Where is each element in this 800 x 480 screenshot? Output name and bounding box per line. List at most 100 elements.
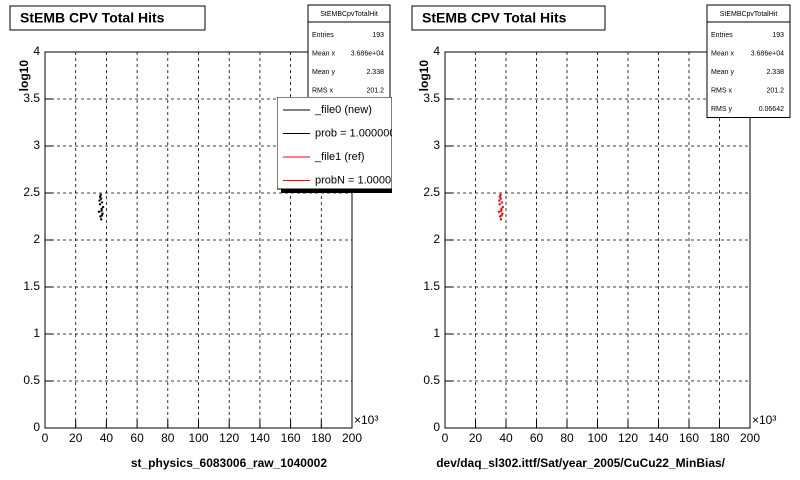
point xyxy=(99,197,103,200)
y-tick-label: 0.5 xyxy=(423,373,440,387)
stats-box xyxy=(307,4,391,100)
legend-label: _file0 (new) xyxy=(314,104,372,116)
x-tick-label: 40 xyxy=(100,431,114,445)
point xyxy=(101,205,105,209)
point xyxy=(100,209,103,213)
x-tick-label: 140 xyxy=(250,431,270,445)
x-tick-label: 20 xyxy=(69,431,83,445)
y-tick-label: 2 xyxy=(33,232,40,246)
stats-value: 0.06642 xyxy=(759,106,784,113)
stats-label: Mean x xyxy=(711,50,734,57)
x-tick-label: 80 xyxy=(560,431,574,445)
y-tick-label: 3 xyxy=(33,138,40,152)
x-axis-label: dev/daq_sl302.ittf/Sat/year_2005/CuCu22_… xyxy=(436,456,725,470)
stats-label: Entries xyxy=(711,32,733,39)
x-tick-label: 120 xyxy=(618,431,638,445)
stats-value: 2.338 xyxy=(366,69,384,76)
stats-value: 201.2 xyxy=(766,87,784,94)
y-tick-label: 1.5 xyxy=(23,279,40,293)
point xyxy=(100,207,103,211)
x-tick-label: 180 xyxy=(311,431,331,445)
x-tick-label: 200 xyxy=(342,431,362,445)
stats-label: Mean y xyxy=(711,69,734,76)
point xyxy=(499,193,502,197)
stats-value: 201.2 xyxy=(366,87,384,94)
y-tick-label: 0 xyxy=(33,420,40,434)
y-tick-label: 3.5 xyxy=(23,91,40,105)
stats-label: RMS x xyxy=(312,87,334,94)
y-tick-label: 1 xyxy=(33,326,40,340)
point xyxy=(500,201,504,204)
point xyxy=(498,199,501,202)
x-tick-label: 100 xyxy=(587,431,607,445)
x-tick-label: 160 xyxy=(281,431,301,445)
point xyxy=(100,214,103,217)
x-tick-label: 100 xyxy=(188,431,208,445)
title-box xyxy=(411,5,606,31)
point xyxy=(99,193,102,197)
title-box xyxy=(9,5,206,31)
legend-label: probN = 1.000000 xyxy=(315,174,403,186)
x-axis-label: st_physics_6083006_raw_1040002 xyxy=(131,456,327,470)
legend-label: _file1 (ref) xyxy=(314,151,365,163)
stats-value: 2.338 xyxy=(766,69,784,76)
y-tick-label: 3 xyxy=(433,138,440,152)
point xyxy=(99,218,103,221)
y-tick-label: 2.5 xyxy=(23,185,40,199)
stats-label: RMS y xyxy=(711,106,733,113)
chart-title: StEMB CPV Total Hits xyxy=(422,10,567,26)
stats-title: StEMBCpvTotalHit xyxy=(720,11,778,18)
chart-title: StEMB CPV Total Hits xyxy=(20,10,165,26)
point xyxy=(101,212,104,215)
stats-box xyxy=(706,4,791,118)
point xyxy=(499,197,503,200)
stats-label: Entries xyxy=(312,32,334,39)
y-tick-label: 0 xyxy=(433,420,440,434)
x-tick-label: 40 xyxy=(499,431,513,445)
legend-label: prob = 1.000000 xyxy=(315,127,395,139)
y-tick-label: 3.5 xyxy=(423,91,440,105)
y-tick-label: 4 xyxy=(433,44,440,58)
y-tick-label: 1.5 xyxy=(423,279,440,293)
point xyxy=(499,218,503,221)
y-tick-label: 4 xyxy=(33,44,40,58)
point xyxy=(501,205,504,209)
x-tick-label: 200 xyxy=(740,431,760,445)
legend: _file0 (new) prob = 1.000000 _file1 (ref) p… xyxy=(277,97,403,193)
stats-label: Mean x xyxy=(312,50,335,57)
y-tick-label: 2 xyxy=(433,232,440,246)
point xyxy=(97,210,101,213)
point xyxy=(100,201,104,204)
x-tick-label: 120 xyxy=(219,431,239,445)
x-tick-label: 140 xyxy=(648,431,668,445)
x-tick-label: 60 xyxy=(530,431,544,445)
x-tick-label: 80 xyxy=(161,431,175,445)
stats-value: 3.686e+04 xyxy=(351,50,384,57)
x-tick-label: 180 xyxy=(709,431,729,445)
point xyxy=(500,207,503,211)
point xyxy=(497,210,501,213)
stats-value: 3.686e+04 xyxy=(751,50,784,57)
y-tick-label: 0.5 xyxy=(23,373,40,387)
point xyxy=(498,203,501,206)
point xyxy=(498,195,502,198)
point xyxy=(98,199,101,202)
legend-box xyxy=(277,97,392,190)
y-axis-label: log10 xyxy=(17,60,31,92)
stats-label: RMS x xyxy=(711,87,733,94)
x-multiplier: ×10³ xyxy=(354,413,378,427)
stats-value: 193 xyxy=(772,32,784,39)
x-tick-label: 0 xyxy=(42,431,49,445)
x-multiplier: ×10³ xyxy=(752,413,776,427)
point xyxy=(98,203,102,206)
point xyxy=(500,209,503,213)
x-tick-label: 0 xyxy=(442,431,449,445)
y-axis-label: log10 xyxy=(417,60,431,92)
stats-label: Mean y xyxy=(312,69,335,76)
point xyxy=(500,214,503,217)
point xyxy=(98,195,102,198)
y-tick-label: 2.5 xyxy=(423,185,440,199)
x-tick-label: 60 xyxy=(130,431,144,445)
x-tick-label: 20 xyxy=(469,431,483,445)
